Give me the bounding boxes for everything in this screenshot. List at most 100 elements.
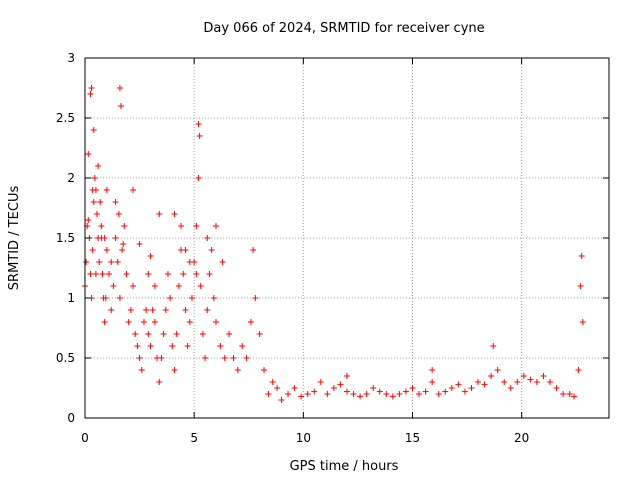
data-point [123,271,130,277]
data-point [145,271,152,277]
data-point [116,295,123,301]
data-point [230,355,237,361]
data-point [182,247,189,253]
data-point [121,223,128,229]
data-point [226,331,233,337]
data-point [490,343,497,349]
data-point [560,391,567,397]
data-point [96,259,103,265]
data-point [136,241,143,247]
data-point [376,388,383,395]
x-tick-label: 0 [81,431,89,445]
data-point [89,247,96,253]
data-point [91,175,98,181]
data-point [461,388,468,395]
data-point [160,331,167,337]
data-point [147,343,154,349]
data-point [114,259,121,265]
data-point [247,319,254,325]
x-tick-labels: 0 5 10 15 20 [81,431,529,445]
y-tick-label: 1 [67,291,75,305]
data-point [547,379,554,385]
data-point [575,367,582,373]
data-point [213,223,219,229]
data-point [119,247,126,253]
data-point [108,259,115,265]
data-point [103,187,110,193]
data-point [291,385,298,391]
data-point [120,241,127,247]
data-point [202,355,209,361]
data-point [357,393,364,400]
data-point [164,271,171,277]
data-point [422,388,429,395]
data-point [429,367,436,373]
data-point [324,391,331,397]
data-point [520,373,527,379]
data-point [151,319,158,325]
data-point [102,295,109,301]
data-point [147,253,154,259]
data-point [533,379,540,385]
data-point [481,381,488,388]
data-point [149,307,156,313]
data-point [553,385,560,391]
data-point [409,385,416,391]
data-point [402,388,409,395]
chart-title: Day 066 of 2024, SRMTID for receiver cyn… [203,21,484,36]
data-point [115,211,122,217]
data-point [396,391,403,397]
data-point [184,343,191,349]
y-tick-label: 3 [67,51,75,65]
data-point [448,385,455,391]
data-point [94,211,101,217]
data-point [197,283,204,289]
data-point [132,331,139,337]
y-tick-label: 0 [67,411,75,425]
data-point [195,175,202,181]
data-point [285,391,292,397]
data-point [206,271,213,277]
data-point [116,85,123,91]
data-point [106,271,113,277]
data-point [475,379,481,385]
data-point [265,391,272,397]
data-point [169,343,176,349]
data-point [97,199,104,205]
data-point [175,283,182,289]
data-point [540,373,547,379]
y-tick-labels: 0 0.5 1 1.5 2 2.5 3 [56,51,75,425]
data-point [455,381,462,388]
data-point [112,199,119,205]
data-point [210,295,217,301]
y-tick-label: 2.5 [56,111,75,125]
data-point [92,271,99,277]
data-point [125,319,132,325]
data-point [311,388,318,395]
data-point [494,367,501,373]
data-points [82,85,586,403]
data-point [88,85,95,91]
data-point [217,343,224,349]
data-point [196,133,203,139]
data-point [101,319,108,325]
data-point [234,367,241,373]
data-point [112,235,119,241]
data-point [89,187,96,193]
data-point [90,199,97,205]
data-point [138,367,145,373]
data-point [158,355,165,361]
data-point [213,319,219,325]
data-point [145,331,152,337]
data-point [389,393,396,400]
data-point [171,211,178,217]
data-point [578,253,585,259]
data-point [188,295,195,301]
data-point [83,259,90,265]
data-point [488,373,495,379]
data-point [208,247,215,253]
data-point [571,393,578,400]
data-point [442,388,449,395]
